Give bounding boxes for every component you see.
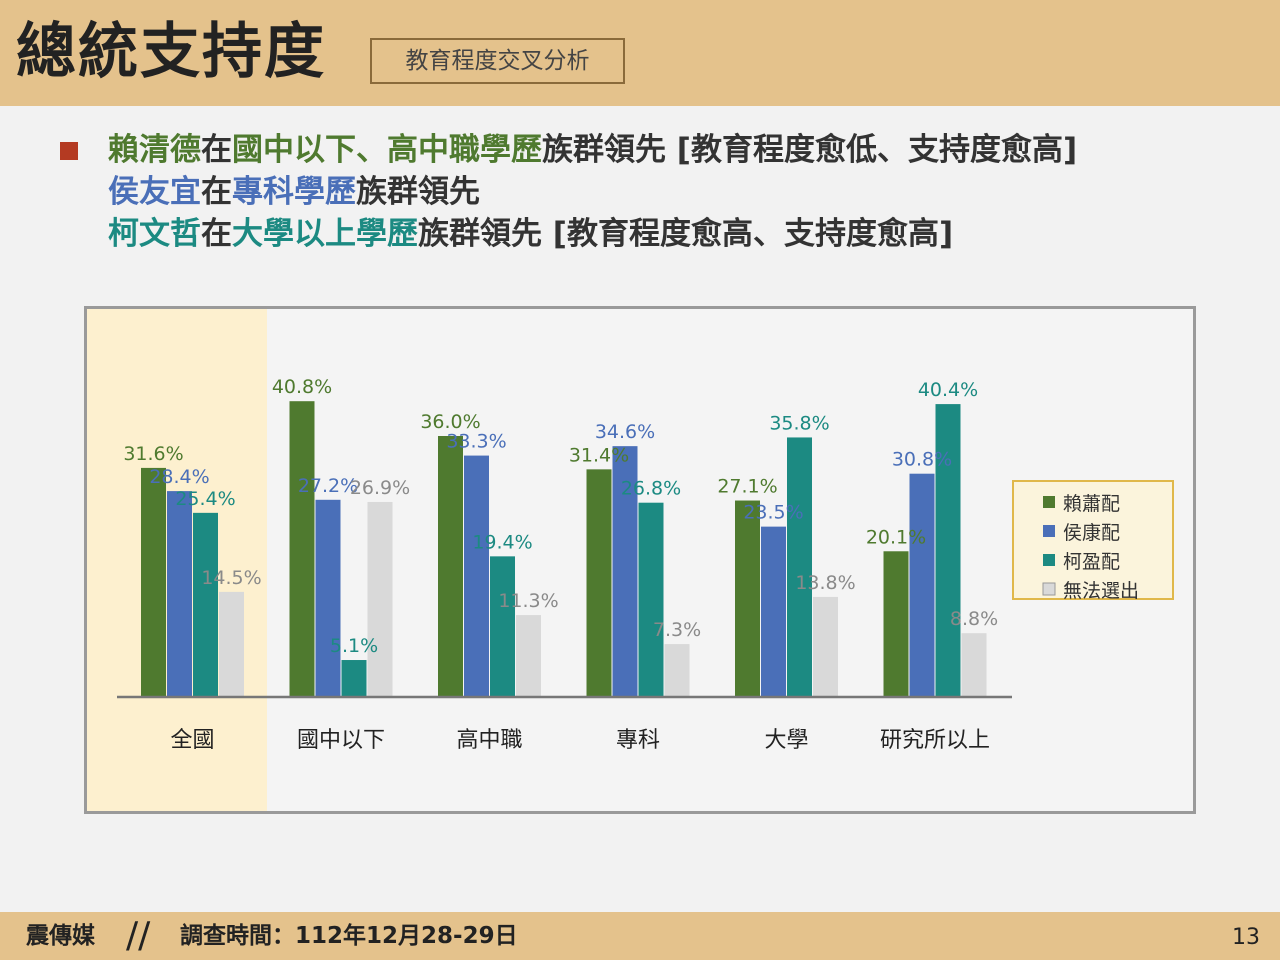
data-label: 34.6% [595, 421, 655, 443]
legend-swatch [1043, 496, 1055, 508]
data-label: 33.3% [446, 431, 506, 453]
page-number: 13 [1232, 925, 1260, 950]
data-label: 31.4% [569, 444, 629, 466]
bar [787, 437, 812, 697]
bar [167, 491, 192, 697]
data-label: 36.0% [420, 411, 480, 433]
header-bar: 總統支持度 教育程度交叉分析 [0, 0, 1280, 106]
bar [813, 596, 838, 697]
page-title: 總統支持度 [16, 17, 326, 87]
bar [909, 473, 935, 697]
category-label: 全國 [170, 728, 214, 753]
bullet-line-lai: 賴清德在國中以下、高中職學歷族群領先 [教育程度愈低、支持度愈高] [108, 128, 1077, 172]
category-label: 高中職 [456, 728, 522, 753]
subtitle-badge: 教育程度交叉分析 [370, 38, 625, 84]
bullet-text: 族群領先 [教育程度愈高、支持度愈高] [418, 216, 954, 252]
footer-separator: // [126, 915, 151, 956]
survey-date: 調查時間：112年12月28-29日 [180, 923, 518, 949]
bullet-groups: 大學以上學歷 [232, 216, 418, 252]
bar [935, 404, 961, 697]
bar [289, 401, 315, 697]
legend-swatch [1042, 582, 1056, 596]
legend-label: 侯康配 [1063, 522, 1120, 544]
data-label: 27.1% [717, 476, 777, 498]
bar [612, 446, 638, 697]
chart-frame: 31.6% 40.8% 36.0% 31.4% 27.1% 20.1% 28.4% 27.2%… [84, 306, 1196, 814]
bullet-text: 族群領先 [教育程度愈低、支持度愈高] [542, 132, 1078, 168]
bullet-groups: 專科學歷 [232, 174, 356, 210]
candidate-name: 侯友宜 [108, 174, 201, 210]
bar [516, 615, 541, 697]
bar [761, 526, 786, 697]
bar [219, 591, 244, 697]
data-label: 19.4% [472, 531, 532, 553]
legend-box [1012, 480, 1174, 600]
category-label: 國中以下 [297, 728, 385, 753]
legend-swatch [1043, 525, 1055, 537]
footer-brand: 震傳媒 [26, 923, 95, 949]
bullet-text: 在 [201, 216, 232, 252]
bar [341, 660, 367, 697]
bar [735, 500, 760, 697]
data-label: 30.8% [892, 449, 952, 471]
bar [315, 499, 341, 697]
data-label: 35.8% [769, 412, 829, 434]
category-label: 大學 [764, 728, 808, 753]
data-label: 26.9% [350, 477, 410, 499]
data-label: 28.4% [149, 466, 209, 488]
bullet-line-ko: 柯文哲在大學以上學歷族群領先 [教育程度愈高、支持度愈高] [108, 212, 953, 256]
bar [638, 502, 664, 697]
data-label: 5.1% [330, 635, 378, 657]
bullet-line-hou: 侯友宜在專科學歷族群領先 [108, 170, 480, 214]
data-label: 8.8% [950, 608, 998, 630]
bar [883, 551, 909, 697]
bullet-square-icon [60, 142, 78, 160]
legend-label: 柯盈配 [1063, 551, 1120, 573]
data-label: 13.8% [795, 572, 855, 594]
bar [664, 644, 690, 697]
bar [367, 501, 393, 697]
data-label: 31.6% [123, 443, 183, 465]
candidate-name: 柯文哲 [108, 216, 201, 252]
data-label: 25.4% [175, 488, 235, 510]
candidate-name: 賴清德 [108, 132, 201, 168]
bar [141, 467, 166, 697]
bar [961, 633, 987, 697]
data-label: 40.8% [272, 376, 332, 398]
data-label: 14.5% [201, 567, 261, 589]
category-label: 專科 [616, 728, 660, 753]
data-label: 11.3% [498, 590, 558, 612]
legend-label: 賴蕭配 [1063, 493, 1120, 515]
data-label: 27.2% [298, 475, 358, 497]
data-label: 26.8% [621, 478, 681, 500]
bar [193, 512, 218, 697]
data-label: 40.4% [918, 379, 978, 401]
bar [438, 436, 463, 697]
category-label: 研究所以上 [880, 728, 990, 753]
bullet-text: 在 [201, 174, 232, 210]
bar [464, 455, 489, 697]
bullet-text: 族群領先 [356, 174, 480, 210]
data-label: 23.5% [743, 502, 803, 524]
legend-label: 無法選出 [1063, 580, 1139, 602]
bar-chart: 31.6% 40.8% 36.0% 31.4% 27.1% 20.1% 28.4% 27.2%… [87, 309, 1174, 811]
bullet-text: 在 [201, 132, 232, 168]
legend-swatch [1043, 554, 1055, 566]
data-label: 7.3% [653, 619, 701, 641]
bar [586, 469, 612, 697]
data-label: 20.1% [866, 526, 926, 548]
footer-bar: 震傳媒 // 調查時間：112年12月28-29日 13 [0, 912, 1280, 960]
bullet-groups: 國中以下、高中職學歷 [232, 132, 542, 168]
bar [490, 556, 515, 697]
